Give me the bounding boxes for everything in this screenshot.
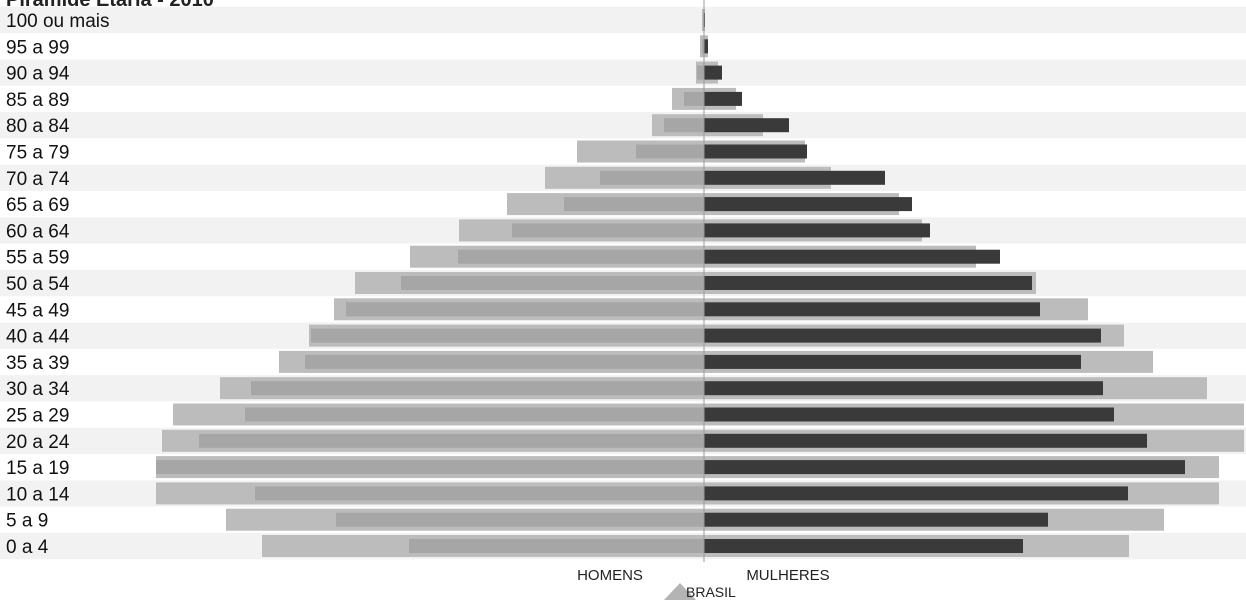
bar-homens xyxy=(458,249,704,264)
age-group-label: 60 a 64 xyxy=(6,221,70,242)
age-group-label: 45 a 49 xyxy=(6,300,69,321)
age-group-label: 15 a 19 xyxy=(6,458,69,479)
age-group-label: 0 a 4 xyxy=(6,537,49,558)
bar-mulheres xyxy=(704,539,1023,553)
age-group-label: 30 a 34 xyxy=(6,379,70,400)
bar-mulheres xyxy=(704,407,1114,422)
legend-triangle-icon xyxy=(664,583,696,600)
bar-homens xyxy=(409,539,704,553)
bar-homens xyxy=(336,512,704,527)
row-band xyxy=(0,112,1246,139)
left-side-label: HOMENS xyxy=(577,567,643,584)
row-band xyxy=(0,59,1246,86)
legend: BRASIL xyxy=(664,583,736,600)
row-band xyxy=(0,85,1246,112)
age-group-label: 75 a 79 xyxy=(6,143,69,164)
age-group-label: 25 a 29 xyxy=(6,406,69,427)
age-group-label: 35 a 39 xyxy=(6,353,69,374)
age-group-label: 85 a 89 xyxy=(6,90,69,111)
bar-mulheres xyxy=(704,65,722,80)
bar-homens xyxy=(684,91,704,106)
bar-homens xyxy=(346,302,704,317)
bar-homens xyxy=(255,486,704,501)
data-bars xyxy=(156,13,1185,553)
bar-mulheres xyxy=(704,302,1040,317)
bar-mulheres xyxy=(704,328,1101,343)
bar-mulheres xyxy=(704,144,807,159)
bar-mulheres xyxy=(704,433,1147,448)
age-group-label: 20 a 24 xyxy=(6,432,70,453)
bar-mulheres xyxy=(704,170,885,185)
age-group-label: 5 a 9 xyxy=(6,511,48,532)
bar-homens xyxy=(156,460,704,475)
bar-homens xyxy=(251,381,704,396)
bar-mulheres xyxy=(704,512,1048,527)
age-group-label: 70 a 74 xyxy=(6,169,70,190)
age-group-label: 95 a 99 xyxy=(6,37,69,58)
age-group-label: 10 a 14 xyxy=(6,484,70,505)
chart-title: Pirâmide Etária - 2010 xyxy=(6,0,214,11)
bar-mulheres xyxy=(704,249,1000,264)
bar-homens xyxy=(600,170,704,185)
age-group-label: 80 a 84 xyxy=(6,116,70,137)
bar-homens xyxy=(702,39,704,54)
row-band xyxy=(0,6,1246,34)
right-side-label: MULHERES xyxy=(746,567,829,584)
age-group-label: 55 a 59 xyxy=(6,248,69,269)
age-group-label: 100 ou mais xyxy=(6,11,110,32)
bar-homens xyxy=(305,354,704,369)
bar-homens xyxy=(401,276,704,290)
bar-mulheres xyxy=(704,91,742,106)
bar-mulheres xyxy=(704,276,1032,290)
bar-homens xyxy=(512,223,704,238)
bar-homens xyxy=(636,144,704,159)
age-group-label: 65 a 69 xyxy=(6,195,69,216)
bar-homens xyxy=(199,433,704,448)
bar-homens xyxy=(697,65,704,80)
bar-homens xyxy=(564,197,704,212)
bar-mulheres xyxy=(704,39,708,54)
bar-mulheres xyxy=(704,486,1128,501)
bar-mulheres xyxy=(704,197,912,212)
age-group-label: 40 a 44 xyxy=(6,327,70,348)
bar-mulheres xyxy=(704,354,1081,369)
age-group-label: 90 a 94 xyxy=(6,64,70,85)
bar-homens xyxy=(245,407,704,422)
bar-homens xyxy=(664,118,704,133)
category-labels: 0 a 4 5 a 9 10 a 14 15 a 19 20 a 24 25 a 29 30… xyxy=(6,11,110,558)
bar-mulheres xyxy=(704,118,789,133)
age-group-label: 50 a 54 xyxy=(6,274,70,295)
bar-mulheres xyxy=(704,381,1103,396)
bar-mulheres xyxy=(704,223,930,238)
bar-homens xyxy=(311,328,704,343)
legend-entry-brasil: BRASIL xyxy=(686,584,736,600)
bar-mulheres xyxy=(704,460,1185,475)
row-band xyxy=(0,33,1246,60)
